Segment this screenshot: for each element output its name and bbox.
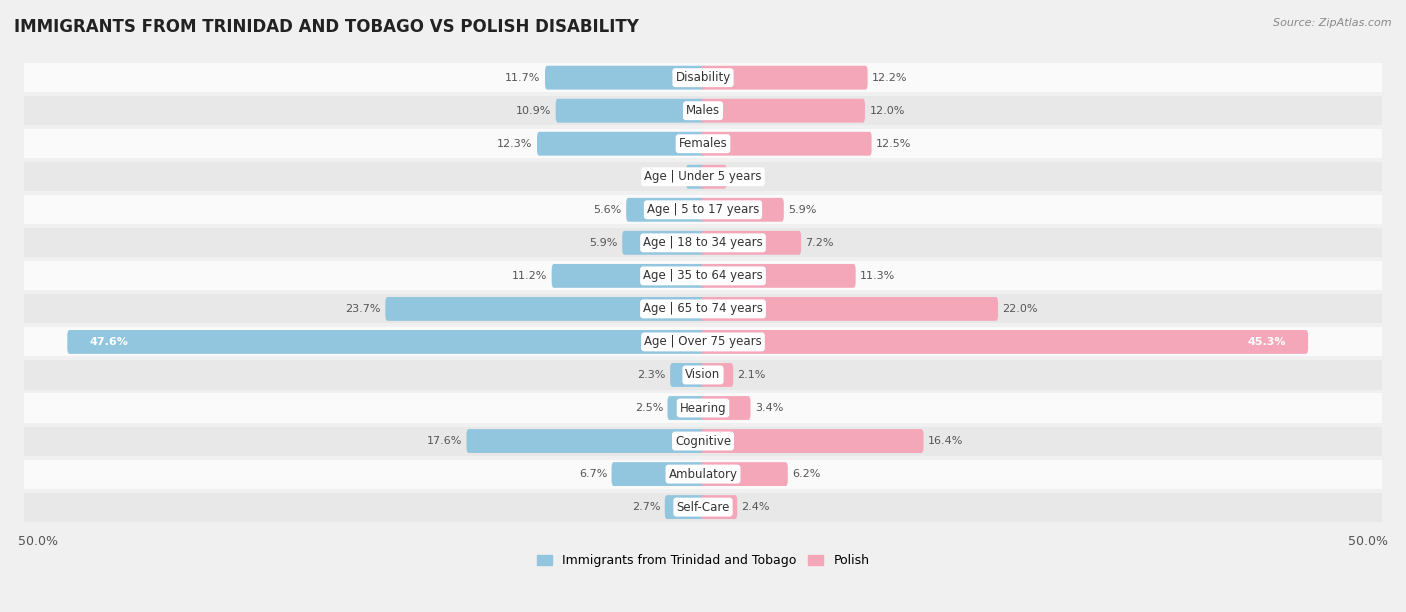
Text: 11.3%: 11.3% — [860, 271, 896, 281]
FancyBboxPatch shape — [700, 132, 872, 155]
Text: 12.5%: 12.5% — [876, 139, 911, 149]
Text: Ambulatory: Ambulatory — [668, 468, 738, 480]
FancyBboxPatch shape — [665, 495, 706, 519]
Text: Age | 65 to 74 years: Age | 65 to 74 years — [643, 302, 763, 315]
Text: 5.9%: 5.9% — [589, 238, 617, 248]
Bar — [11, 96, 1395, 125]
Text: Age | 5 to 17 years: Age | 5 to 17 years — [647, 203, 759, 216]
Text: 23.7%: 23.7% — [346, 304, 381, 314]
Bar — [11, 294, 1395, 323]
Text: 6.7%: 6.7% — [579, 469, 607, 479]
FancyBboxPatch shape — [467, 429, 706, 453]
Text: 10.9%: 10.9% — [516, 106, 551, 116]
Text: Males: Males — [686, 104, 720, 117]
Bar — [11, 360, 1395, 389]
Text: Females: Females — [679, 137, 727, 150]
Text: 12.3%: 12.3% — [498, 139, 533, 149]
Bar — [11, 63, 1395, 92]
Bar — [11, 327, 1395, 356]
Text: Age | 35 to 64 years: Age | 35 to 64 years — [643, 269, 763, 282]
Text: 7.2%: 7.2% — [806, 238, 834, 248]
Text: 2.7%: 2.7% — [631, 502, 661, 512]
FancyBboxPatch shape — [700, 429, 924, 453]
Bar — [11, 460, 1395, 488]
Text: 45.3%: 45.3% — [1247, 337, 1286, 347]
FancyBboxPatch shape — [537, 132, 706, 155]
Bar — [11, 195, 1395, 225]
FancyBboxPatch shape — [700, 297, 998, 321]
FancyBboxPatch shape — [700, 198, 783, 222]
FancyBboxPatch shape — [700, 330, 1308, 354]
Text: 5.6%: 5.6% — [593, 205, 621, 215]
Bar — [11, 493, 1395, 521]
FancyBboxPatch shape — [700, 165, 727, 188]
Text: 12.2%: 12.2% — [872, 73, 907, 83]
Legend: Immigrants from Trinidad and Tobago, Polish: Immigrants from Trinidad and Tobago, Pol… — [531, 550, 875, 572]
Text: Disability: Disability — [675, 71, 731, 84]
FancyBboxPatch shape — [700, 495, 737, 519]
FancyBboxPatch shape — [700, 231, 801, 255]
FancyBboxPatch shape — [555, 99, 706, 122]
FancyBboxPatch shape — [700, 99, 865, 122]
Bar — [11, 427, 1395, 455]
Bar — [11, 129, 1395, 159]
FancyBboxPatch shape — [551, 264, 706, 288]
FancyBboxPatch shape — [385, 297, 706, 321]
FancyBboxPatch shape — [626, 198, 706, 222]
FancyBboxPatch shape — [671, 363, 706, 387]
Text: 3.4%: 3.4% — [755, 403, 783, 413]
FancyBboxPatch shape — [67, 330, 706, 354]
Text: 1.1%: 1.1% — [654, 172, 682, 182]
FancyBboxPatch shape — [700, 462, 787, 486]
FancyBboxPatch shape — [700, 264, 856, 288]
Text: 11.2%: 11.2% — [512, 271, 547, 281]
Text: 16.4%: 16.4% — [928, 436, 963, 446]
Text: 47.6%: 47.6% — [90, 337, 128, 347]
Text: Source: ZipAtlas.com: Source: ZipAtlas.com — [1274, 18, 1392, 28]
FancyBboxPatch shape — [686, 165, 706, 188]
Bar — [11, 394, 1395, 422]
Bar — [11, 162, 1395, 192]
Text: Age | 18 to 34 years: Age | 18 to 34 years — [643, 236, 763, 249]
Text: 2.4%: 2.4% — [741, 502, 770, 512]
Text: Self-Care: Self-Care — [676, 501, 730, 513]
Text: 22.0%: 22.0% — [1002, 304, 1038, 314]
FancyBboxPatch shape — [546, 65, 706, 89]
Text: 5.9%: 5.9% — [789, 205, 817, 215]
Text: Cognitive: Cognitive — [675, 435, 731, 447]
FancyBboxPatch shape — [612, 462, 706, 486]
Text: 17.6%: 17.6% — [427, 436, 463, 446]
Text: 2.3%: 2.3% — [637, 370, 665, 380]
Text: IMMIGRANTS FROM TRINIDAD AND TOBAGO VS POLISH DISABILITY: IMMIGRANTS FROM TRINIDAD AND TOBAGO VS P… — [14, 18, 638, 36]
Text: Vision: Vision — [685, 368, 721, 381]
Text: 2.5%: 2.5% — [634, 403, 664, 413]
FancyBboxPatch shape — [700, 65, 868, 89]
FancyBboxPatch shape — [700, 396, 751, 420]
FancyBboxPatch shape — [623, 231, 706, 255]
Text: Age | Over 75 years: Age | Over 75 years — [644, 335, 762, 348]
FancyBboxPatch shape — [700, 363, 733, 387]
FancyBboxPatch shape — [668, 396, 706, 420]
Text: Hearing: Hearing — [679, 401, 727, 414]
Text: 6.2%: 6.2% — [792, 469, 821, 479]
Bar — [11, 228, 1395, 258]
Text: 11.7%: 11.7% — [505, 73, 541, 83]
Text: 1.6%: 1.6% — [731, 172, 759, 182]
Bar — [11, 261, 1395, 291]
Text: Age | Under 5 years: Age | Under 5 years — [644, 170, 762, 183]
Text: 2.1%: 2.1% — [738, 370, 766, 380]
Text: 12.0%: 12.0% — [869, 106, 904, 116]
